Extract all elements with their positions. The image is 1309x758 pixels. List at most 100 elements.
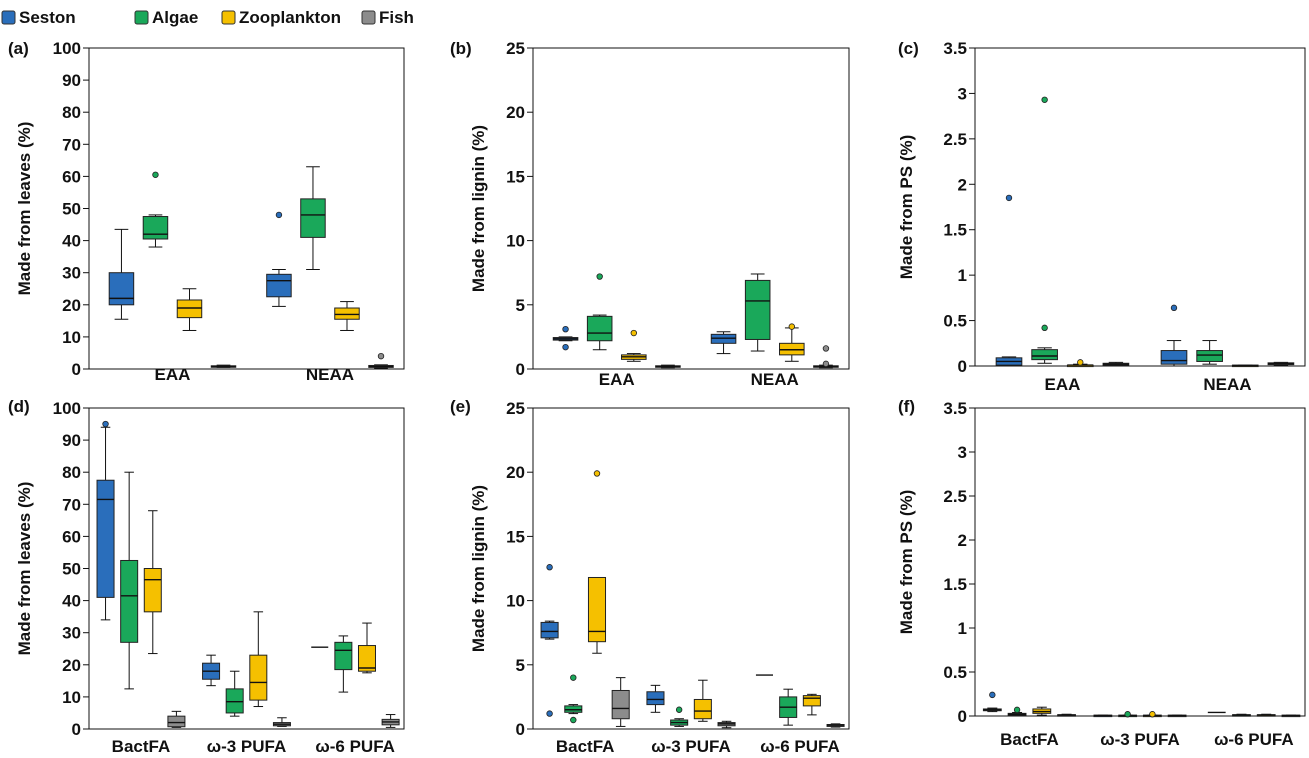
- box-e-bactfa-zooplankton-outlier-0: [593, 470, 601, 477]
- box-e-omega-3-pufa-zooplankton-iqr: [693, 698, 712, 720]
- box-e-bactfa-zooplankton-iqr: [587, 576, 607, 643]
- box-f-omega-6-pufa-algae: [1232, 713, 1251, 717]
- box-c-eaa-zooplankton: [1066, 359, 1094, 368]
- box-a-eaa-seston-iqr: [108, 272, 135, 306]
- box-d-bactfa-seston-outlier-0: [102, 420, 109, 428]
- x-group-label-f-bactfa: BactFA: [1000, 730, 1059, 749]
- x-group-label-e-omega-3-pufa: ω-3 PUFA: [651, 737, 731, 756]
- box-c-eaa-algae-outlier-1: [1041, 324, 1048, 332]
- x-group-label-a-neaa: NEAA: [306, 365, 354, 384]
- box-f-omega-6-pufa-zooplankton: [1256, 713, 1276, 717]
- box-e-omega-6-pufa-algae: [779, 688, 798, 726]
- box-b-eaa-seston-outlier-0: [562, 325, 569, 333]
- legend-label-seston: Seston: [19, 8, 76, 27]
- legend-entry-seston: Seston: [1, 8, 76, 27]
- y-tick-label-b-5: 25: [506, 39, 525, 58]
- box-b-neaa-fish-outlier-1: [822, 360, 830, 368]
- legend-swatch-zooplankton: [221, 10, 236, 25]
- panel-label-d: (d): [8, 397, 30, 416]
- box-e-omega-3-pufa-zooplankton: [693, 679, 712, 722]
- box-e-bactfa-seston-outlier-1: [546, 710, 553, 717]
- legend-swatch-algae: [134, 10, 149, 25]
- x-group-label-e-bactfa: BactFA: [556, 737, 615, 756]
- box-e-bactfa-zooplankton: [587, 470, 607, 654]
- panel-e: (e) 0 5 10 15 20 25 Made from lignin (%) BactFA ω…: [450, 397, 850, 756]
- box-e-bactfa-seston-outlier-0: [546, 564, 553, 571]
- box-b-eaa-seston-outlier-1: [562, 343, 569, 351]
- box-b-neaa-algae: [744, 273, 771, 352]
- y-tick-label-d-0: 0: [72, 720, 81, 739]
- box-c-neaa-seston-outlier-0: [1170, 304, 1178, 312]
- x-group-label-c-eaa: EAA: [1044, 375, 1080, 394]
- box-b-neaa-algae-iqr: [744, 279, 771, 340]
- box-b-eaa-algae-outlier-0: [596, 273, 603, 280]
- box-d-bactfa-fish: [167, 710, 186, 728]
- box-f-omega-3-pufa-seston: [1093, 714, 1113, 718]
- box-d-bactfa-seston: [96, 420, 115, 621]
- box-d-omega-3-pufa-fish: [272, 717, 291, 727]
- box-d-omega-6-pufa-algae-iqr: [334, 641, 353, 671]
- box-b-eaa-fish: [655, 364, 681, 369]
- y-tick-label-c-7: 3.5: [943, 39, 967, 58]
- y-tick-label-c-6: 3: [958, 84, 967, 103]
- plot-frame-b: [532, 47, 850, 370]
- box-f-omega-3-pufa-algae: [1118, 711, 1138, 718]
- box-a-eaa-zooplankton-iqr: [176, 299, 203, 319]
- y-tick-label-e-1: 5: [516, 656, 525, 675]
- box-c-eaa-fish: [1102, 361, 1130, 367]
- box-d-bactfa-zooplankton-iqr: [143, 568, 162, 613]
- box-d-omega-3-pufa-algae: [225, 670, 244, 717]
- y-axis-title-e: Made from lignin (%): [469, 485, 488, 652]
- y-tick-label-a-3: 30: [62, 264, 81, 283]
- box-d-omega-3-pufa-algae-iqr: [225, 688, 244, 714]
- legend-label-fish: Fish: [379, 8, 414, 27]
- box-a-neaa-seston-iqr: [266, 273, 292, 298]
- legend-label-zooplankton: Zooplankton: [239, 8, 341, 27]
- box-b-eaa-zooplankton-outlier-0: [630, 329, 638, 337]
- box-b-neaa-seston: [710, 331, 737, 355]
- x-group-label-d-bactfa: BactFA: [112, 737, 171, 756]
- y-tick-label-e-3: 15: [506, 527, 525, 546]
- box-f-omega-3-pufa-fish: [1167, 714, 1187, 718]
- box-c-eaa-algae-iqr: [1031, 349, 1058, 361]
- y-tick-label-d-1: 10: [62, 688, 81, 707]
- box-a-eaa-algae-iqr: [142, 216, 169, 240]
- x-group-label-f-omega-6-pufa: ω-6 PUFA: [1214, 730, 1294, 749]
- box-e-omega-3-pufa-fish: [717, 720, 736, 729]
- box-d-omega-3-pufa-zooplankton-iqr: [249, 654, 268, 701]
- legend-entry-algae: Algae: [134, 8, 198, 27]
- box-d-omega-6-pufa-zooplankton-iqr: [357, 645, 376, 672]
- box-a-neaa-fish: [368, 352, 394, 369]
- panel-label-e: (e): [450, 397, 471, 416]
- x-group-label-b-neaa: NEAA: [751, 370, 799, 389]
- y-tick-label-d-8: 80: [62, 463, 81, 482]
- x-group-label-e-omega-6-pufa: ω-6 PUFA: [760, 737, 840, 756]
- y-tick-label-c-0: 0: [958, 357, 967, 376]
- y-tick-label-b-4: 20: [506, 103, 525, 122]
- y-axis-title-d: Made from leaves (%): [15, 482, 34, 656]
- legend: Seston Algae Zooplankton Fish: [1, 8, 414, 27]
- box-a-neaa-seston-outlier-0: [275, 211, 283, 219]
- x-group-label-c-neaa: NEAA: [1203, 375, 1251, 394]
- legend-label-algae: Algae: [152, 8, 198, 27]
- box-f-omega-3-pufa-zooplankton-outlier-0: [1149, 711, 1156, 718]
- y-tick-label-a-1: 10: [62, 328, 81, 347]
- y-tick-label-b-2: 10: [506, 232, 525, 251]
- y-tick-label-d-10: 100: [53, 399, 81, 418]
- box-c-eaa-seston-outlier-0: [1005, 194, 1013, 202]
- box-e-bactfa-algae-outlier-1: [570, 716, 577, 724]
- y-tick-label-f-5: 2.5: [943, 487, 967, 506]
- box-a-neaa-fish-outlier-0: [377, 352, 385, 360]
- x-group-label-b-eaa: EAA: [599, 370, 635, 389]
- y-tick-label-a-10: 100: [53, 39, 81, 58]
- box-b-neaa-fish: [813, 345, 839, 369]
- box-e-omega-3-pufa-algae: [670, 706, 689, 727]
- y-tick-label-a-6: 60: [62, 167, 81, 186]
- box-b-neaa-zooplankton-outlier-0: [788, 323, 796, 330]
- y-tick-label-c-5: 2.5: [943, 130, 967, 149]
- box-f-omega-3-pufa-zooplankton: [1142, 711, 1162, 718]
- y-tick-label-e-0: 0: [516, 720, 525, 739]
- y-tick-label-f-7: 3.5: [943, 399, 967, 418]
